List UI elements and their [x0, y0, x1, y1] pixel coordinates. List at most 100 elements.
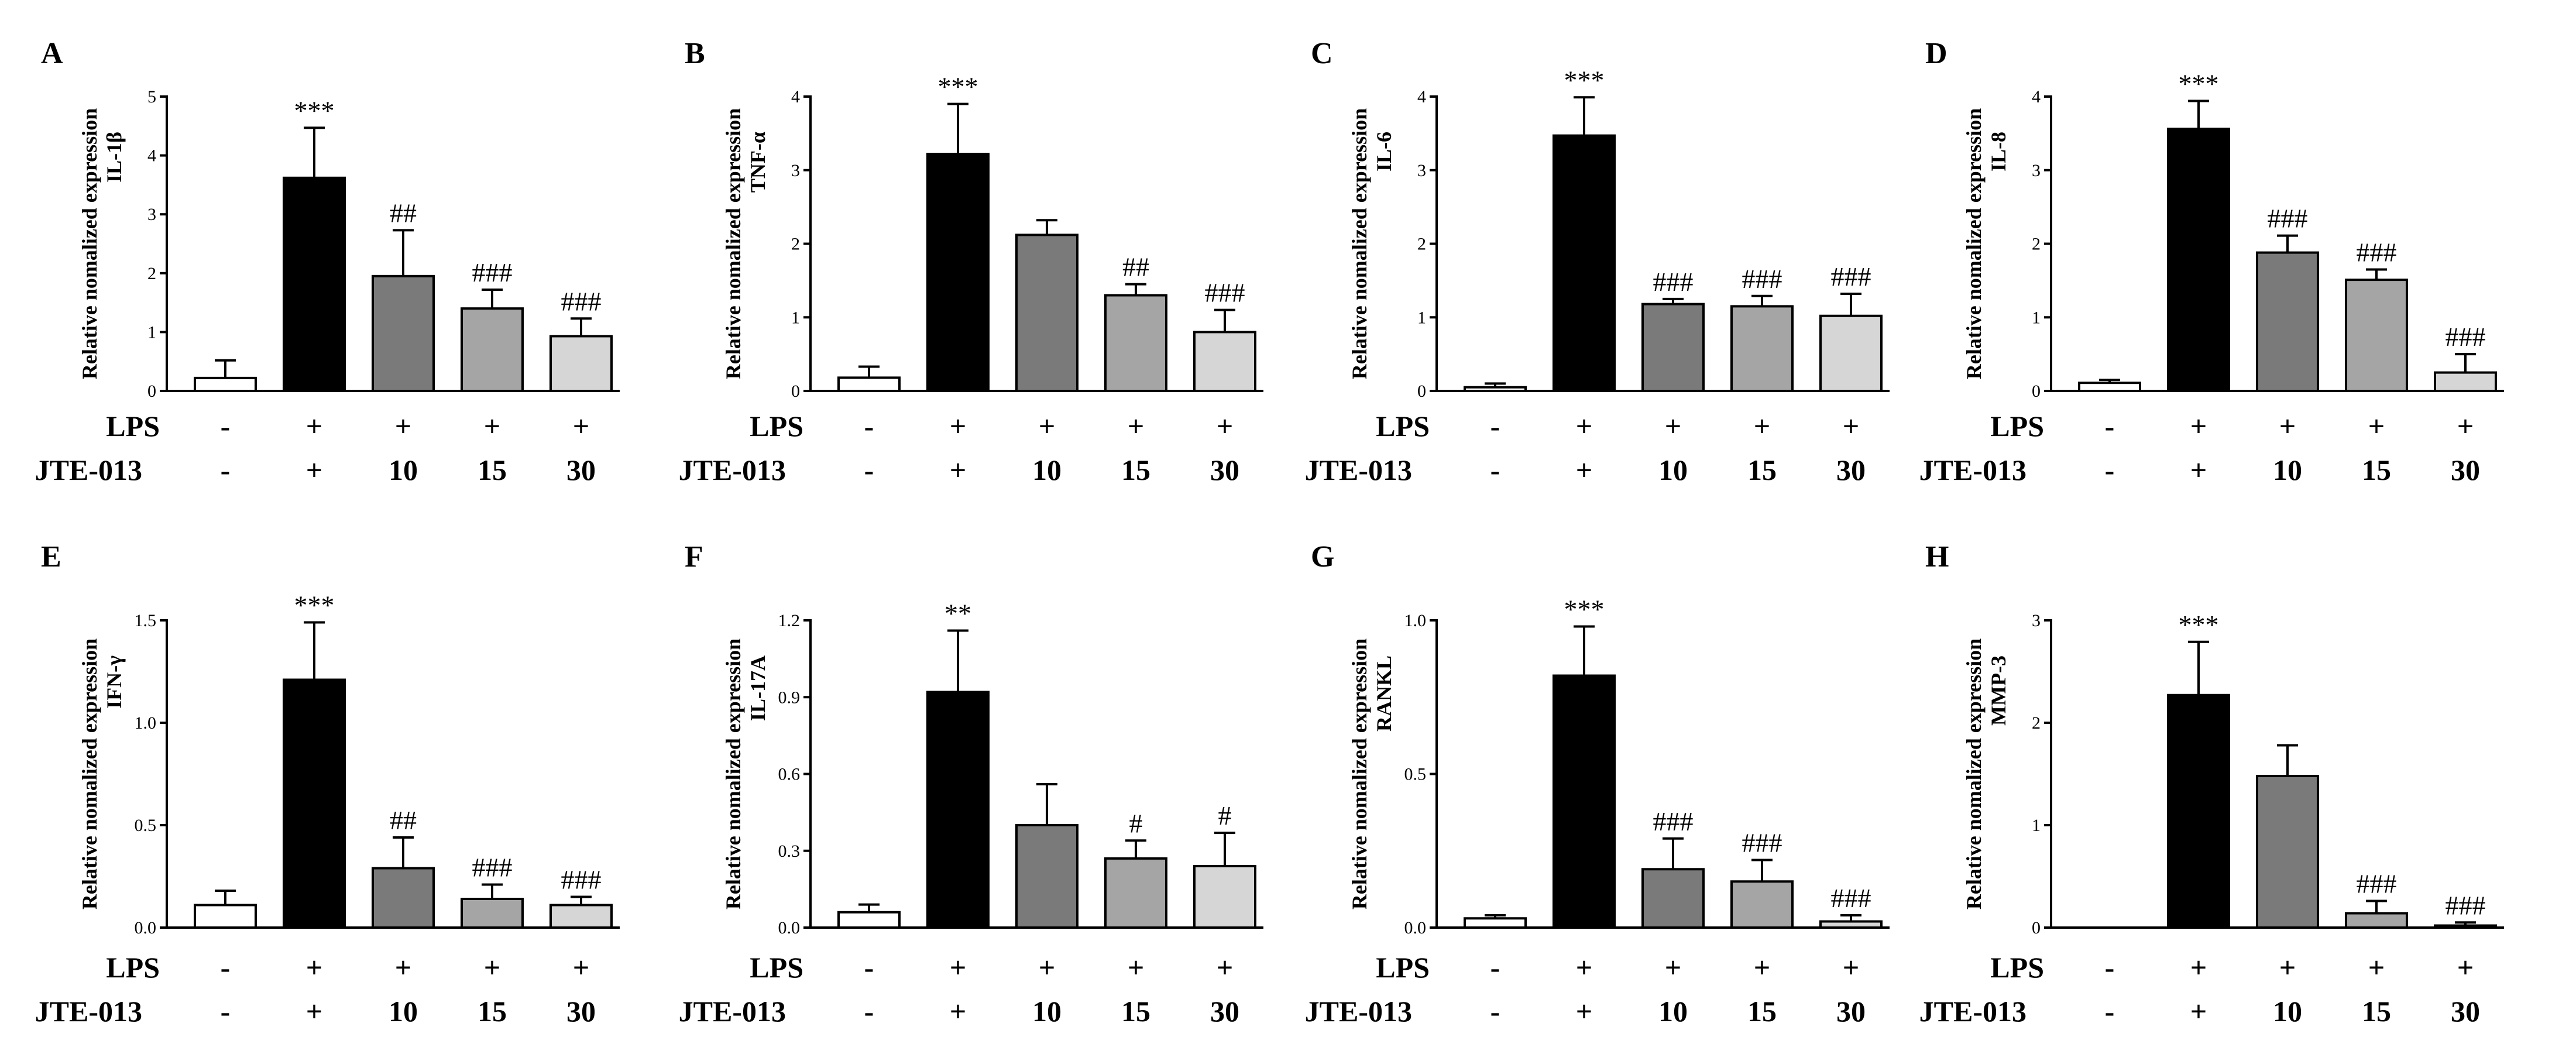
- y-tick-label: 0: [1417, 382, 1426, 401]
- bar: [1553, 134, 1616, 393]
- significance-label: ***: [294, 590, 335, 620]
- y-axis-gene-label: RANKL: [1372, 655, 1396, 732]
- jte-condition: 30: [1836, 454, 1866, 486]
- lps-row-label: LPS: [750, 951, 803, 984]
- bar: [1730, 305, 1794, 393]
- y-axis-label: Relative nomalized expression: [1962, 108, 1986, 379]
- y-tick-label: 0.9: [778, 688, 801, 707]
- bar: [549, 904, 613, 929]
- lps-row-label: LPS: [1376, 410, 1430, 442]
- y-axis-gene-label: IFN-γ: [102, 655, 126, 709]
- jte-condition: 10: [1658, 995, 1688, 1028]
- y-axis-label: Relative nomalized expression: [1348, 108, 1371, 379]
- y-axis-gene-label: IL-1β: [102, 132, 126, 183]
- lps-condition: +: [2279, 951, 2296, 984]
- y-axis-gene-label: MMP-3: [1987, 655, 2010, 726]
- lps-condition: +: [1754, 951, 1771, 984]
- jte-condition: +: [306, 454, 323, 486]
- lps-condition: +: [1843, 410, 1860, 442]
- y-tick-label: 1.0: [1404, 611, 1427, 630]
- lps-condition: -: [1490, 410, 1500, 442]
- y-tick-label: 4: [791, 87, 800, 107]
- bar: [2167, 693, 2230, 929]
- y-tick-label: 2: [2032, 235, 2041, 254]
- panel-letter: F: [685, 540, 703, 574]
- bar: [1193, 331, 1256, 393]
- significance-label: ###: [1831, 883, 1871, 913]
- y-axis-gene-label: TNF-α: [746, 132, 770, 193]
- bar: [1464, 917, 1527, 929]
- y-tick-label: 0.0: [1404, 918, 1427, 938]
- significance-label: ###: [2268, 204, 2308, 234]
- y-tick-label: 1: [2032, 308, 2041, 327]
- jte-condition: +: [2190, 995, 2207, 1028]
- jte-condition: -: [221, 454, 231, 486]
- y-tick-label: 3: [2032, 161, 2041, 180]
- lps-condition: +: [1039, 951, 1056, 984]
- significance-label: ###: [1742, 828, 1782, 858]
- y-tick-label: 1: [147, 322, 156, 342]
- jte-condition: 10: [1658, 454, 1688, 486]
- lps-condition: +: [306, 951, 323, 984]
- panel-g: G Relative nomalized expression RANKL 0.0 0.…: [1305, 540, 1890, 1028]
- jte-condition: +: [2190, 454, 2207, 486]
- jte-condition: 30: [1836, 995, 1866, 1028]
- bar: [194, 904, 257, 929]
- y-axis-label: Relative nomalized expression: [78, 108, 101, 379]
- lps-condition: +: [1128, 951, 1145, 984]
- y-tick-label: 0: [2032, 918, 2041, 938]
- jte-condition: 10: [2273, 454, 2302, 486]
- jte-condition: +: [950, 454, 967, 486]
- panel-letter: D: [1925, 37, 1948, 70]
- panel-letter: G: [1311, 540, 1334, 574]
- jte-condition: +: [1576, 454, 1593, 486]
- bar: [2256, 775, 2319, 929]
- jte-condition: 10: [389, 995, 418, 1028]
- jte-condition: +: [1576, 995, 1593, 1028]
- bar: [1641, 868, 1705, 929]
- y-tick-label: 1: [2032, 816, 2041, 835]
- bar: [926, 691, 990, 929]
- bar: [2078, 382, 2141, 392]
- y-tick-label: 2: [1417, 235, 1426, 254]
- jte-condition: 15: [1121, 995, 1150, 1028]
- lps-condition: +: [2368, 410, 2385, 442]
- significance-label: **: [944, 599, 971, 629]
- bar: [2345, 279, 2408, 392]
- significance-label: ##: [1122, 252, 1149, 282]
- jte-condition: 30: [1210, 995, 1239, 1028]
- lps-condition: +: [2279, 410, 2296, 442]
- bar: [1641, 303, 1705, 392]
- jte-condition: 30: [566, 995, 596, 1028]
- y-tick-label: 0.0: [135, 918, 157, 938]
- bar: [372, 274, 435, 392]
- y-tick-label: 2: [2032, 713, 2041, 733]
- y-tick-label: 0.0: [778, 918, 801, 938]
- significance-label: ###: [472, 258, 513, 287]
- lps-condition: +: [1576, 951, 1593, 984]
- panel-letter: C: [1311, 37, 1333, 70]
- y-axis-label: Relative nomalized expression: [722, 108, 745, 379]
- bar: [461, 898, 524, 929]
- y-axis-gene-label: IL-8: [1987, 132, 2010, 171]
- jte-condition: 30: [2451, 454, 2480, 486]
- bar: [1464, 386, 1527, 393]
- bar: [1553, 674, 1616, 929]
- y-tick-label: 2: [147, 264, 156, 283]
- y-tick-label: 0.5: [1404, 765, 1427, 784]
- significance-label: #: [1218, 801, 1232, 830]
- lps-row-label: LPS: [1376, 951, 1430, 984]
- jte-condition: -: [1490, 995, 1500, 1028]
- y-tick-label: 3: [147, 205, 156, 224]
- bar: [283, 176, 346, 392]
- bar: [2167, 128, 2230, 393]
- y-tick-label: 0: [791, 382, 800, 401]
- lps-row-label: LPS: [106, 410, 160, 442]
- lps-condition: +: [1217, 410, 1234, 442]
- y-axis-gene-label: IL-6: [1372, 132, 1396, 171]
- panel-e: E Relative nomalized expression IFN-γ 0.0 0.…: [35, 540, 620, 1028]
- bar: [1730, 880, 1794, 929]
- jte-condition: 15: [478, 454, 507, 486]
- y-tick-label: 0.5: [135, 816, 157, 835]
- y-axis-label: Relative nomalized expression: [1962, 638, 1986, 909]
